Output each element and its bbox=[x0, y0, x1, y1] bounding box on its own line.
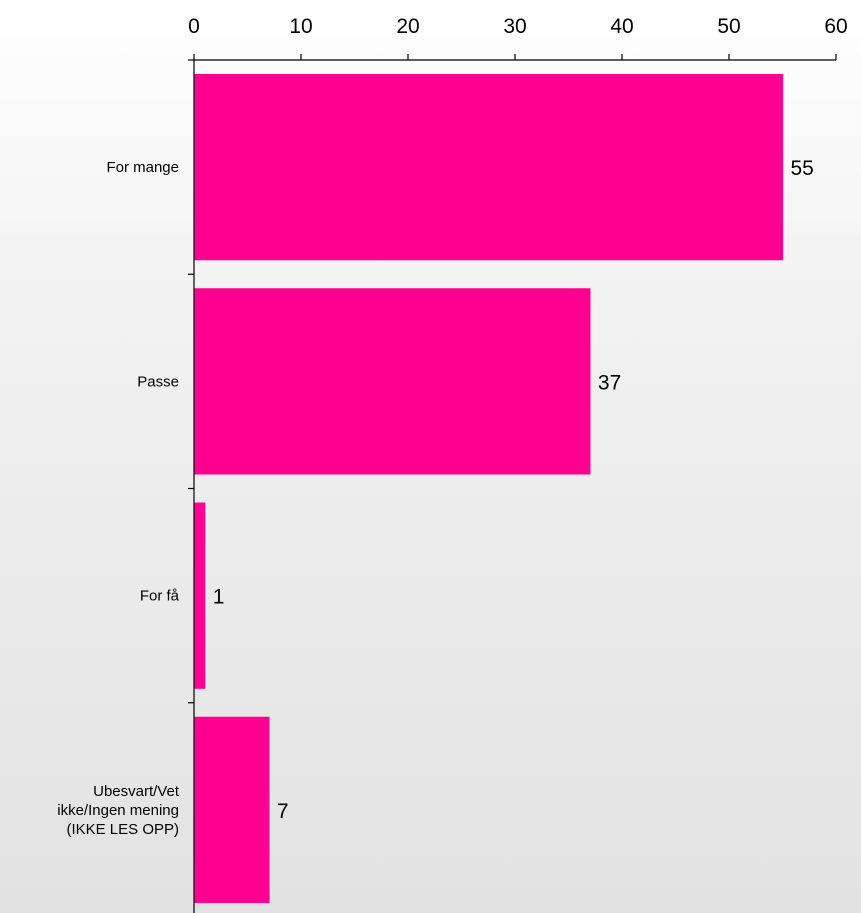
x-tick-label: 40 bbox=[610, 15, 633, 38]
bar bbox=[194, 74, 784, 261]
category-label: Ubesvart/Vet ikke/Ingen mening (IKKE LES O… bbox=[57, 783, 180, 838]
value-label: 55 bbox=[791, 157, 814, 180]
category-label: For mange bbox=[106, 159, 179, 176]
value-label: 7 bbox=[277, 800, 289, 823]
bar bbox=[194, 288, 591, 475]
x-axis: 0 10 20 30 40 50 60 bbox=[188, 15, 848, 61]
x-tick-label: 30 bbox=[503, 15, 526, 38]
x-tick-label: 60 bbox=[824, 15, 847, 38]
value-label: 37 bbox=[598, 371, 621, 394]
bar bbox=[194, 716, 270, 903]
data-labels: 55 37 1 7 bbox=[213, 157, 814, 823]
category-label: Passe bbox=[137, 373, 179, 390]
bars bbox=[194, 74, 784, 903]
x-tick-label: 50 bbox=[717, 15, 740, 38]
bar bbox=[194, 502, 206, 689]
value-label: 1 bbox=[213, 586, 225, 609]
category-label: For få bbox=[140, 588, 180, 605]
x-tick-label: 20 bbox=[396, 15, 419, 38]
x-tick-label: 0 bbox=[188, 15, 200, 38]
category-axis: For mange Passe For få Ubesvart/Vet ikke/Ing… bbox=[57, 59, 195, 913]
x-tick-label: 10 bbox=[289, 15, 312, 38]
